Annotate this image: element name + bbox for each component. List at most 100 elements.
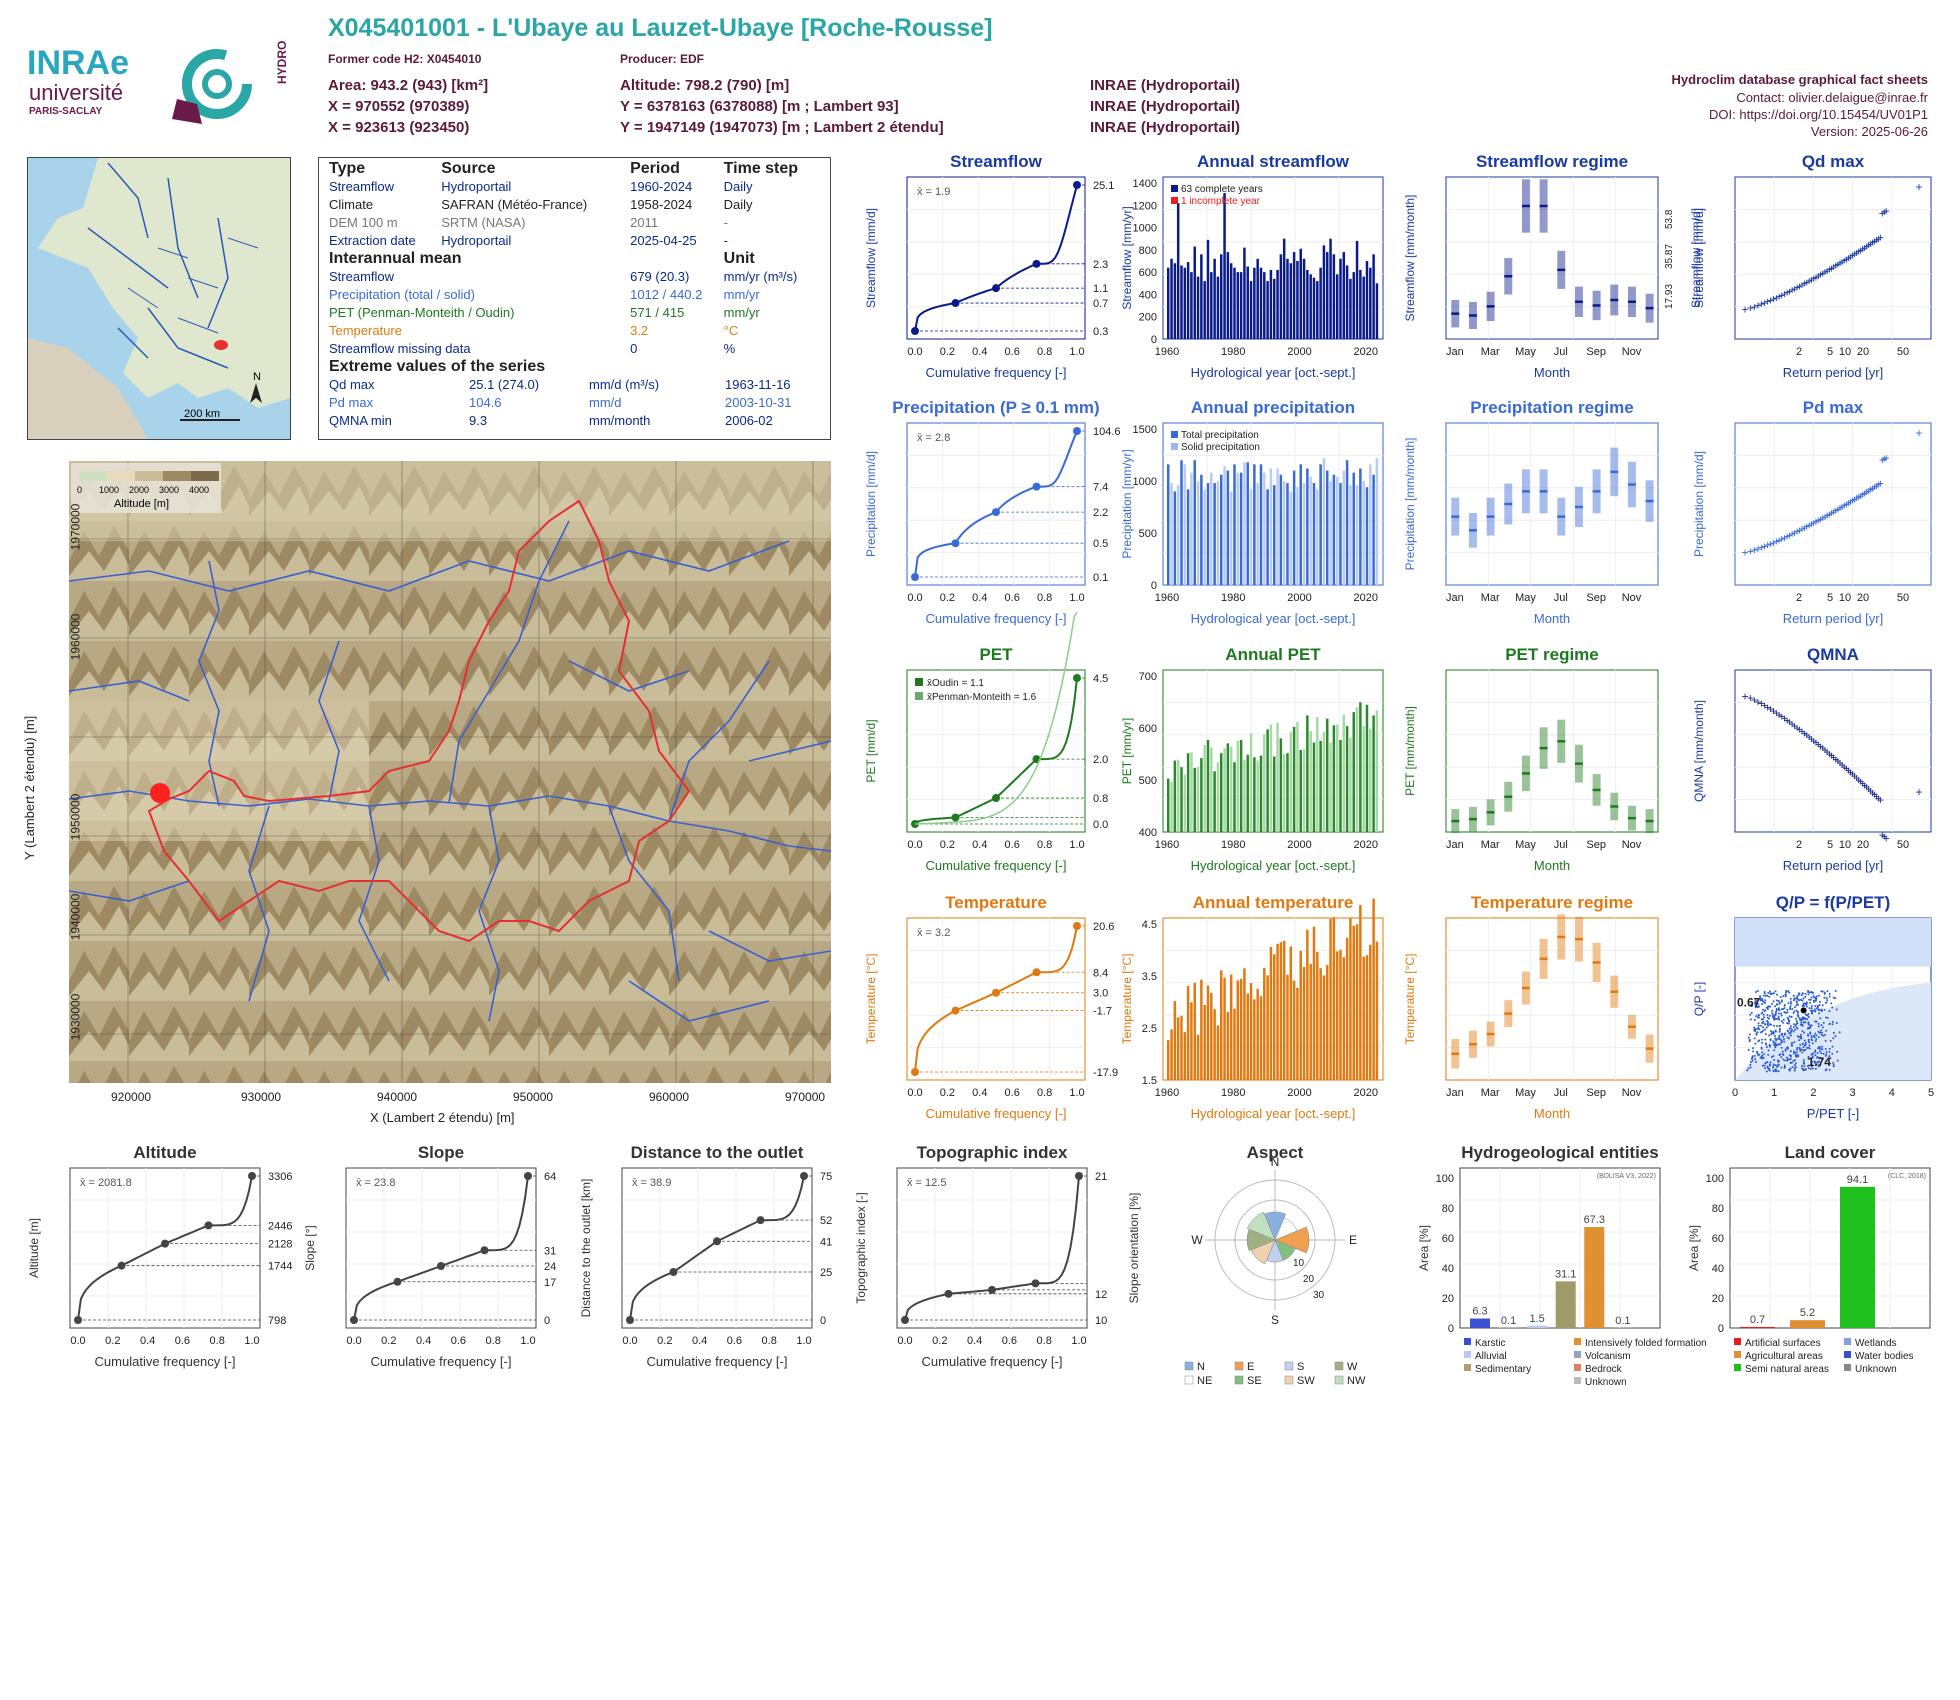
y-tick: 20: [1712, 1293, 1724, 1305]
scatter-dot: [1832, 1062, 1834, 1064]
mean-ppet-label: 1.74: [1808, 1055, 1832, 1069]
scatter-dot: [1821, 1046, 1823, 1048]
scatter-dot: [1750, 1066, 1752, 1068]
info-cell: 2011: [630, 214, 724, 232]
logos: INRAe université PARIS-SACLAY HYDRO: [27, 44, 297, 124]
chart-title: Precipitation (P ≥ 0.1 mm): [892, 398, 1099, 417]
scatter-dot: [1823, 1022, 1825, 1024]
source-note: (CLC, 2018): [1888, 1173, 1926, 1180]
scatter-dot: [1793, 1026, 1795, 1028]
year-bar: [1369, 464, 1371, 585]
year-bar: [1260, 756, 1262, 832]
x-tick: Mar: [1481, 1087, 1500, 1099]
scatter-dot: [1791, 1029, 1793, 1031]
x-tick: 0.6: [175, 1335, 190, 1347]
year-bar: [1237, 473, 1239, 585]
plot-frame: [1446, 918, 1658, 1080]
plot-frame: [907, 423, 1085, 585]
scatter-dot: [1770, 993, 1772, 995]
quantile-point: [952, 299, 960, 307]
scatter-dot: [1825, 1017, 1827, 1019]
scatter-dot: [1773, 1064, 1775, 1066]
scatter-dot: [1814, 1005, 1816, 1007]
x-tick: 0.8: [1037, 1335, 1052, 1347]
chart-title: Slope: [418, 1143, 464, 1162]
info-cell: Hydroportail: [441, 232, 630, 250]
year-bar: [1283, 754, 1285, 832]
year-bar: [1247, 267, 1249, 339]
scatter-dot: [1774, 1035, 1776, 1037]
year-bar: [1369, 945, 1371, 1080]
right-tick: 0.8: [1093, 793, 1108, 805]
year-bar: [1356, 241, 1358, 339]
scatter-dot: [1757, 990, 1759, 992]
right-tick: 1744: [268, 1261, 292, 1273]
extreme-unit: mm/d (m³/s): [589, 376, 725, 394]
year-bar: [1213, 771, 1215, 832]
scatter-dot: [1818, 1036, 1820, 1038]
bar-value: 67.3: [1584, 1214, 1605, 1226]
scatter-dot: [1817, 1005, 1819, 1007]
year-bar: [1336, 951, 1338, 1080]
scatter-dot: [1787, 1002, 1789, 1004]
quantile-point: [394, 1278, 402, 1286]
year-bar: [1276, 723, 1278, 832]
year-bar: [1319, 464, 1321, 585]
catchment-map: 0 1000 2000 3000 4000 Altitude [m]: [69, 461, 831, 1083]
year-bar: [1316, 281, 1318, 339]
x-tick: 0.6: [1005, 839, 1020, 851]
scatter-dot: [1810, 996, 1812, 998]
chart-title: Annual precipitation: [1191, 398, 1355, 417]
info-cell: Climate: [329, 196, 441, 214]
x-tick: Jan: [1446, 839, 1464, 851]
year-bar: [1187, 489, 1189, 585]
data-point: +: [1883, 451, 1890, 465]
catchment-map-svg: 0 1000 2000 3000 4000 Altitude [m]: [69, 461, 831, 1083]
quantile-point: [901, 1316, 909, 1324]
year-bar: [1376, 942, 1378, 1080]
scatter-dot: [1761, 1055, 1763, 1057]
year-bar: [1326, 719, 1328, 832]
x-tick: 0.4: [972, 346, 987, 358]
scatter-dot: [1807, 1033, 1809, 1035]
data-point: +: [1883, 204, 1890, 218]
data-point: +: [1915, 426, 1922, 440]
bar-value: 94.1: [1847, 1174, 1868, 1186]
ring-label: 30: [1313, 1290, 1325, 1301]
year-bar: [1323, 245, 1325, 339]
year-bar: [1362, 481, 1364, 585]
scatter-dot: [1779, 1001, 1781, 1003]
info-header-source: Source: [441, 160, 630, 178]
scatter-dot: [1790, 1067, 1792, 1069]
chart-title: Altitude: [133, 1143, 196, 1162]
year-bar: [1273, 954, 1275, 1080]
scatter-dot: [1788, 1020, 1790, 1022]
x-tick: Sep: [1586, 1087, 1606, 1099]
scatter-dot: [1752, 1055, 1754, 1057]
year-bar: [1336, 724, 1338, 832]
scatter-dot: [1776, 1003, 1778, 1005]
direction-label: N: [1271, 1155, 1280, 1169]
x-tick: 2020: [1354, 1087, 1378, 1099]
scatter-dot: [1761, 1003, 1763, 1005]
year-bar: [1362, 957, 1364, 1080]
year-bar: [1323, 732, 1325, 832]
scatter-dot: [1803, 1063, 1805, 1065]
scatter-dot: [1821, 1024, 1823, 1026]
scatter-dot: [1814, 1033, 1816, 1035]
scatter-dot: [1789, 1054, 1791, 1056]
x-tick: 10: [1839, 346, 1851, 358]
year-bar: [1184, 1032, 1186, 1080]
year-bar: [1177, 203, 1179, 339]
legend-entry: Artificial surfaces: [1745, 1338, 1821, 1349]
scatter-dot: [1778, 1016, 1780, 1018]
scatter-dot: [1768, 996, 1770, 998]
mean-unit: mm/yr: [724, 304, 820, 322]
year-bar: [1237, 741, 1239, 832]
